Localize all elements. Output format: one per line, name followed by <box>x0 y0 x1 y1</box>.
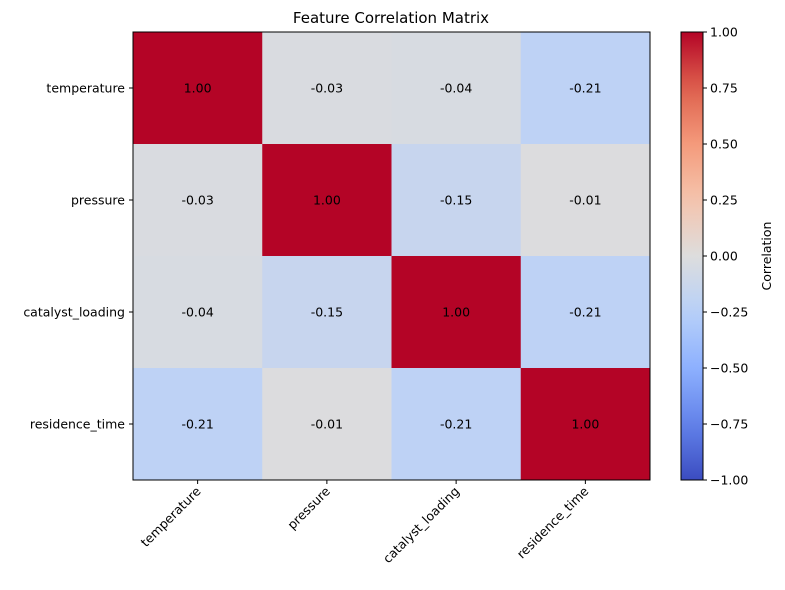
heatmap-cell <box>262 256 392 369</box>
x-axis: temperature pressure catalyst_loading resid… <box>138 480 592 566</box>
colorbar-tick-label: 1.00 <box>710 25 738 40</box>
heatmap-cell <box>520 256 651 369</box>
colorbar-tick-label: 0.50 <box>710 137 738 152</box>
y-tick-label: catalyst_loading <box>23 305 125 320</box>
colorbar-gradient <box>681 32 703 480</box>
y-tick-label: temperature <box>46 81 125 96</box>
cell-value-label: -0.21 <box>440 417 472 432</box>
colorbar-label: Correlation <box>759 222 774 291</box>
cell-value-label: 1.00 <box>184 81 212 96</box>
colorbar-tick-label: −0.25 <box>710 305 748 320</box>
plot-frame <box>132 31 651 481</box>
heatmap-cell <box>520 32 651 145</box>
colorbar-tick-label: 0.75 <box>710 81 738 96</box>
y-axis: temperature pressure catalyst_loadingresid… <box>23 81 133 432</box>
cell-value-label: -0.03 <box>311 81 343 96</box>
heatmap-cell <box>391 368 522 481</box>
heatmap-cell <box>520 368 651 481</box>
colorbar-tick-label: −0.75 <box>710 417 748 432</box>
heatmap-cells: 1.00 -0.03 -0.04 -0.21 -0.03 1.00 -0.15 -0.01 -0… <box>133 32 651 481</box>
heatmap-cell <box>391 144 522 257</box>
heatmap-cell <box>133 144 263 257</box>
cell-value-label: 1.00 <box>442 305 470 320</box>
cell-value-label: -0.01 <box>311 417 343 432</box>
heatmap-cell <box>391 256 522 369</box>
x-tick-label: temperature <box>138 483 204 549</box>
heatmap-cell <box>262 368 392 481</box>
cell-value-label: -0.04 <box>440 81 472 96</box>
colorbar-tick-label: 0.25 <box>710 193 738 208</box>
cell-value-label: -0.15 <box>311 305 343 320</box>
colorbar-tick-label: −0.50 <box>710 361 748 376</box>
cell-value-label: -0.21 <box>569 81 601 96</box>
x-tick-label: catalyst_loading <box>380 484 463 567</box>
cell-value-label: 1.00 <box>313 193 341 208</box>
cell-value-label: -0.01 <box>569 193 601 208</box>
chart-title: Feature Correlation Matrix <box>293 9 489 27</box>
heatmap-cell <box>133 256 263 369</box>
heatmap-cell <box>520 144 651 257</box>
colorbar-tick-label: −1.00 <box>710 473 748 488</box>
heatmap-cell <box>133 32 263 145</box>
cell-value-label: -0.04 <box>181 305 213 320</box>
x-tick-label: residence_time <box>514 483 592 561</box>
cell-value-label: 1.00 <box>571 417 599 432</box>
heatmap-cell <box>133 368 263 481</box>
x-tick-label: pressure <box>284 483 333 532</box>
y-tick-label: residence_time <box>30 417 125 432</box>
colorbar-tick-label: 0.00 <box>710 249 738 264</box>
y-tick-label: pressure <box>71 193 125 208</box>
cell-value-label: -0.03 <box>181 193 213 208</box>
cell-value-label: -0.21 <box>569 305 601 320</box>
colorbar: 1.00 0.75 0.50 0.25 0.00 −0.25 −0.50 −0.75 −1.00… <box>680 25 774 488</box>
heatmap-cell <box>262 32 392 145</box>
heatmap-cell <box>391 32 522 145</box>
heatmap-cell <box>262 144 392 257</box>
cell-value-label: -0.15 <box>440 193 472 208</box>
colorbar-ticks: 1.00 0.75 0.50 0.25 0.00 −0.25 −0.50 −0.75 −1.00 <box>703 25 748 488</box>
cell-value-label: -0.21 <box>181 417 213 432</box>
